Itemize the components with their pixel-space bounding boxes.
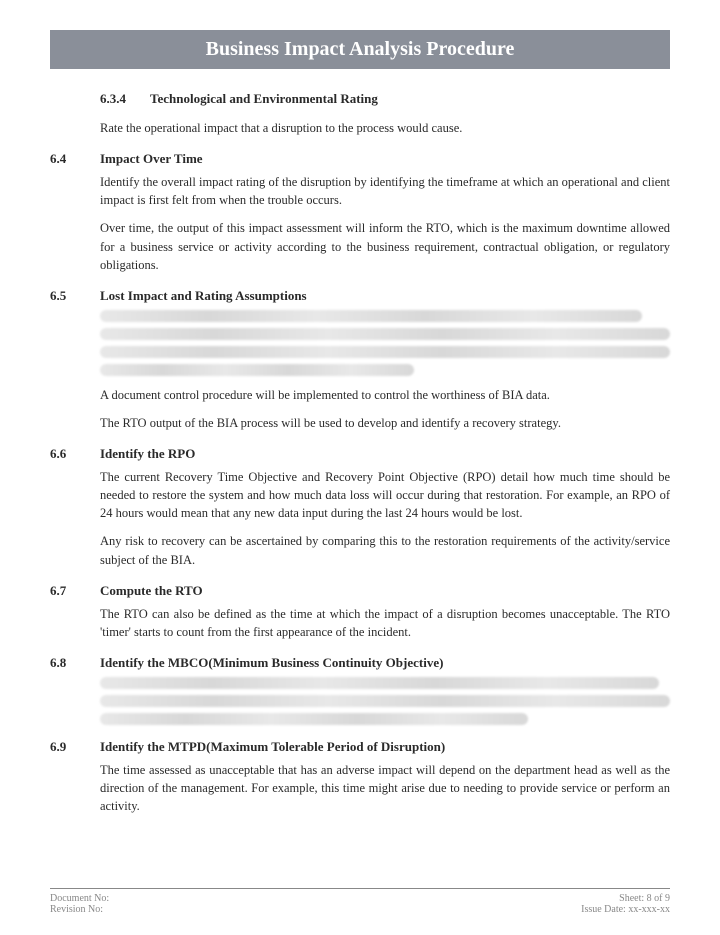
paragraph: The RTO output of the BIA process will b… [100, 414, 670, 432]
section-heading: Identify the RPO [100, 446, 195, 462]
doc-number-label: Document No: [50, 893, 109, 904]
section-67: 6.7 Compute the RTO The RTO can also be … [50, 583, 670, 641]
issue-date: Issue Date: xx-xxx-xx [581, 904, 670, 915]
section-heading: Technological and Environmental Rating [150, 91, 378, 107]
paragraph: Over time, the output of this impact ass… [100, 219, 670, 273]
section-66: 6.6 Identify the RPO The current Recover… [50, 446, 670, 569]
section-heading: Impact Over Time [100, 151, 203, 167]
section-69: 6.9 Identify the MTPD(Maximum Tolerable … [50, 739, 670, 815]
section-heading: Identify the MBCO(Minimum Business Conti… [100, 655, 443, 671]
paragraph: The RTO can also be defined as the time … [100, 605, 670, 641]
section-number: 6.6 [50, 446, 100, 462]
redacted-block [100, 310, 670, 376]
section-heading: Compute the RTO [100, 583, 203, 599]
section-64: 6.4 Impact Over Time Identify the overal… [50, 151, 670, 274]
section-number: 6.7 [50, 583, 100, 599]
revision-number-label: Revision No: [50, 904, 109, 915]
paragraph: A document control procedure will be imp… [100, 386, 670, 404]
section-68: 6.8 Identify the MBCO(Minimum Business C… [50, 655, 670, 725]
document-title: Business Impact Analysis Procedure [50, 30, 670, 69]
paragraph: Rate the operational impact that a disru… [100, 119, 670, 137]
paragraph: The current Recovery Time Objective and … [100, 468, 670, 522]
section-number: 6.4 [50, 151, 100, 167]
redacted-block [100, 677, 670, 725]
sheet-number: Sheet: 8 of 9 [581, 893, 670, 904]
section-number: 6.5 [50, 288, 100, 304]
section-number: 6.8 [50, 655, 100, 671]
section-heading: Lost Impact and Rating Assumptions [100, 288, 307, 304]
section-634: 6.3.4 Technological and Environmental Ra… [50, 91, 670, 137]
paragraph: Any risk to recovery can be ascertained … [100, 532, 670, 568]
paragraph: The time assessed as unacceptable that h… [100, 761, 670, 815]
page-footer: Document No: Revision No: Sheet: 8 of 9 … [50, 888, 670, 915]
section-heading: Identify the MTPD(Maximum Tolerable Peri… [100, 739, 445, 755]
section-number: 6.3.4 [100, 91, 150, 113]
section-65: 6.5 Lost Impact and Rating Assumptions A… [50, 288, 670, 432]
paragraph: Identify the overall impact rating of th… [100, 173, 670, 209]
section-number: 6.9 [50, 739, 100, 755]
